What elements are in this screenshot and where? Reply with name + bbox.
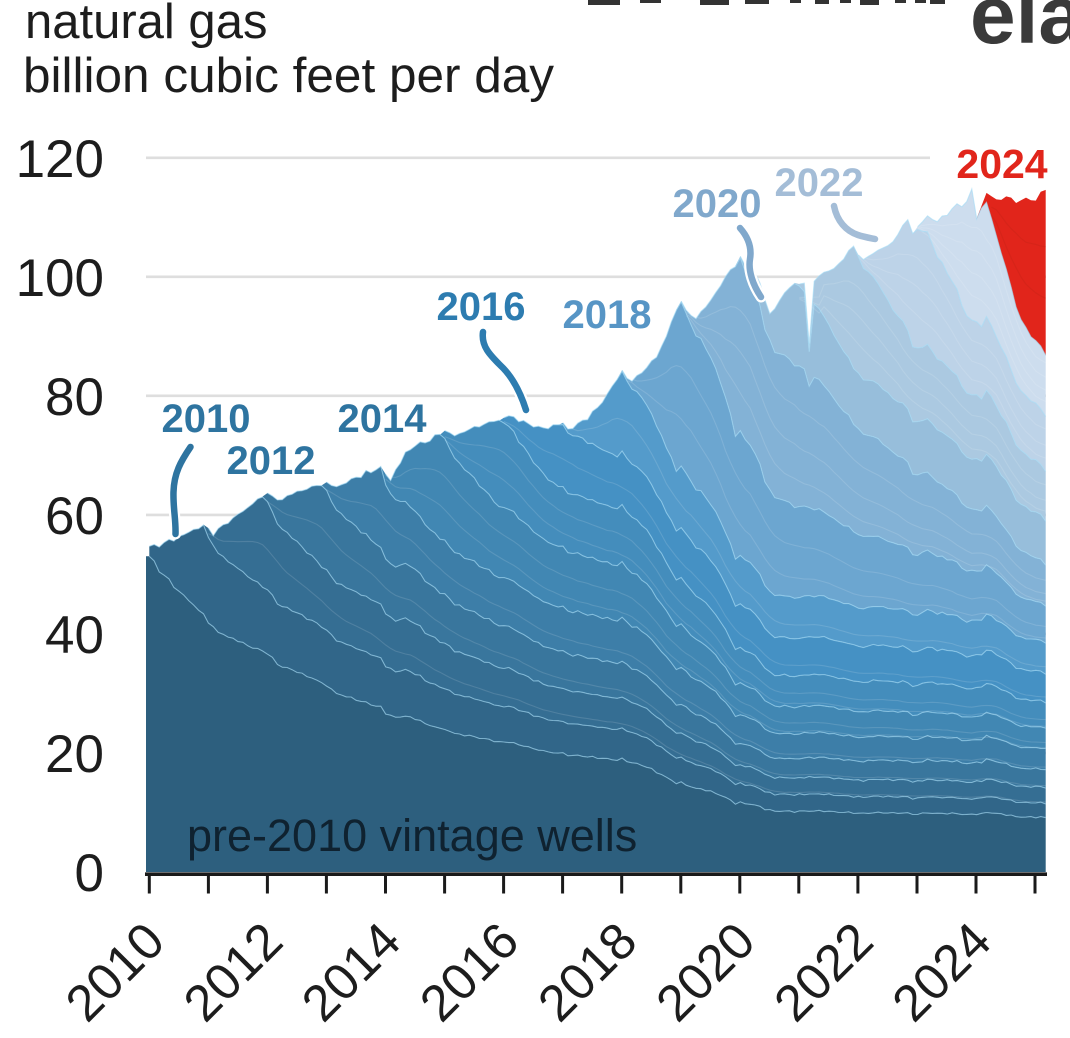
svg-text:2022: 2022 xyxy=(775,161,864,205)
svg-text:eia: eia xyxy=(970,0,1070,61)
svg-text:natural gas: natural gas xyxy=(25,0,267,49)
svg-text:pre-2010 vintage wells: pre-2010 vintage wells xyxy=(187,810,637,861)
svg-text:2024: 2024 xyxy=(956,141,1047,187)
svg-text:120: 120 xyxy=(16,130,104,189)
svg-text:100: 100 xyxy=(16,249,104,308)
svg-text:2010: 2010 xyxy=(162,397,251,441)
svg-text:40: 40 xyxy=(45,606,104,665)
svg-text:2014: 2014 xyxy=(338,397,428,441)
svg-text:2012: 2012 xyxy=(227,439,316,483)
svg-text:20: 20 xyxy=(45,725,104,784)
svg-text:0: 0 xyxy=(75,844,104,903)
svg-text:2018: 2018 xyxy=(563,293,652,337)
svg-text:60: 60 xyxy=(45,487,104,546)
svg-text:2020: 2020 xyxy=(673,182,762,226)
svg-text:80: 80 xyxy=(45,368,104,427)
svg-text:billion cubic feet per day: billion cubic feet per day xyxy=(23,48,554,103)
svg-text:2016: 2016 xyxy=(437,285,526,329)
